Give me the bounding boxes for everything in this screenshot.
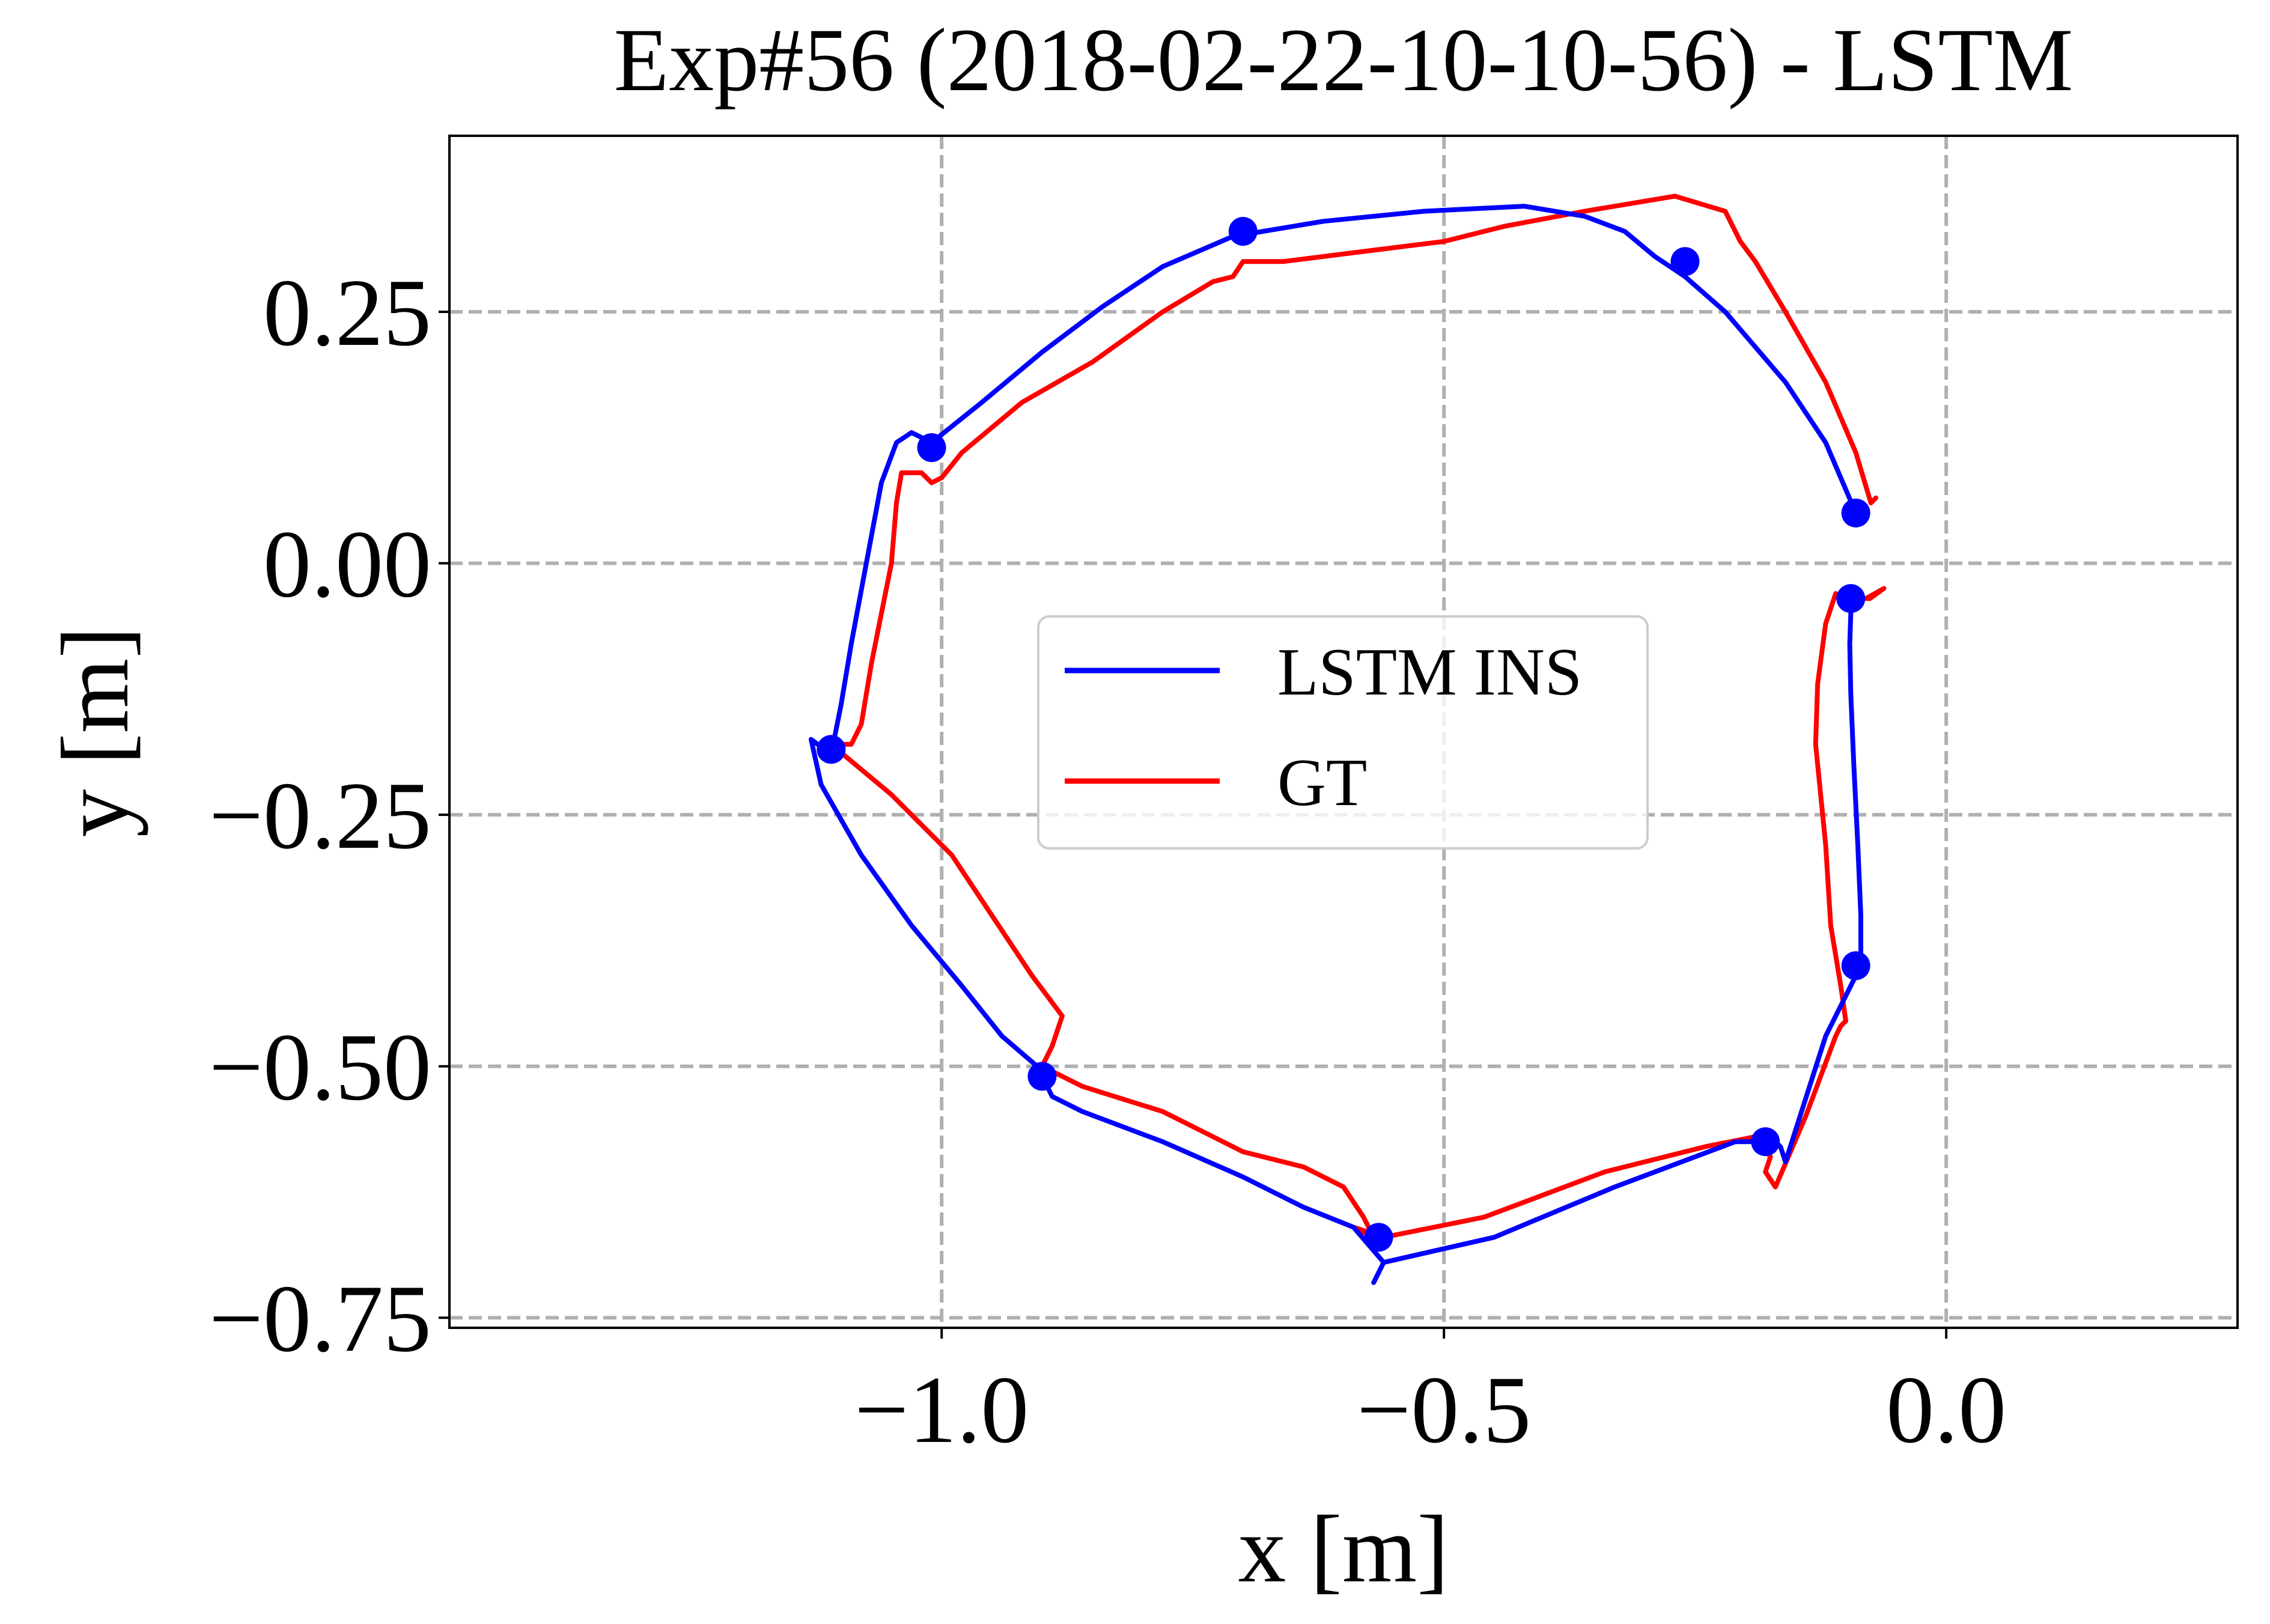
- y-tick-label: 0.00: [263, 511, 431, 618]
- waypoint-marker: [1228, 217, 1258, 246]
- waypoint-marker: [1670, 247, 1700, 276]
- legend-label-lstm-ins: LSTM INS: [1277, 635, 1582, 710]
- y-tick-label: −0.25: [209, 762, 431, 869]
- legend: LSTM INS GT: [1037, 615, 1649, 850]
- y-tick-label: 0.25: [263, 259, 431, 366]
- plot-frame: [448, 135, 2239, 1329]
- waypoint-marker: [1841, 951, 1870, 981]
- waypoint-marker: [1751, 1127, 1780, 1157]
- x-axis-label: x [m]: [1238, 1495, 1449, 1602]
- plot-marks: [808, 193, 1887, 1285]
- waypoint-marker: [817, 735, 846, 764]
- y-tick-label: −0.75: [209, 1265, 431, 1372]
- chart-title: Exp#56 (2018-02-22-10-10-56) - LSTM: [614, 10, 2074, 110]
- series-line-lstm-ins: [808, 204, 1863, 1285]
- y-axis-label: y [m]: [41, 626, 148, 837]
- waypoint-marker: [1841, 498, 1870, 528]
- legend-box: [1037, 615, 1649, 850]
- legend-label-gt: GT: [1277, 746, 1367, 820]
- waypoint-marker: [1364, 1223, 1393, 1252]
- y-tick-label: −0.50: [209, 1014, 431, 1121]
- x-tick-label: −0.5: [1357, 1356, 1531, 1463]
- tick-labels: −1.0 −0.5 0.0 0.25 0.00 −0.25 −0.50 −0.75: [209, 259, 2006, 1463]
- x-tick-label: 0.0: [1886, 1356, 2006, 1463]
- waypoint-marker: [1836, 584, 1866, 613]
- waypoint-marker: [917, 433, 946, 463]
- series-line-gt: [829, 193, 1887, 1240]
- x-tick-label: −1.0: [854, 1356, 1029, 1463]
- waypoint-marker: [1027, 1062, 1057, 1091]
